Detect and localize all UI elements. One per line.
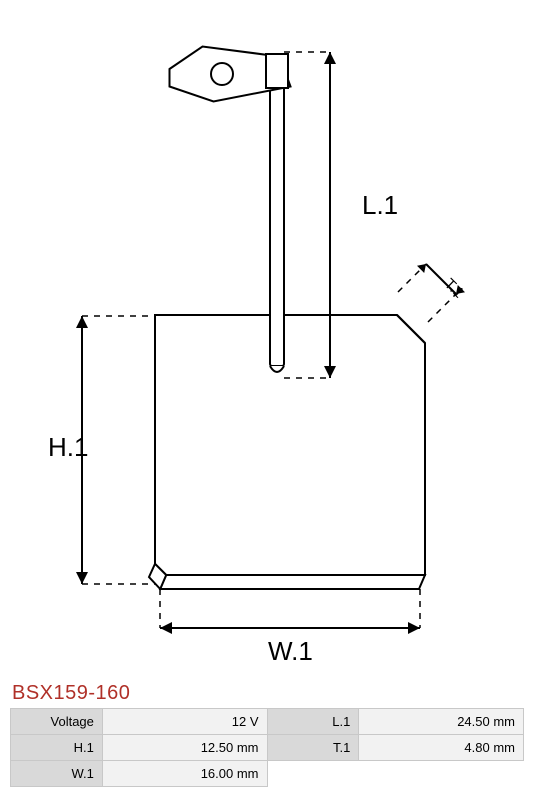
label-l1: L.1: [362, 190, 398, 221]
spec-key: Voltage: [11, 709, 103, 735]
label-w1: W.1: [268, 636, 313, 667]
part-number: BSX159-160: [12, 682, 130, 705]
spec-key: T.1: [267, 735, 359, 761]
spec-val: 12.50 mm: [102, 735, 267, 761]
table-row: H.112.50 mmT.14.80 mm: [11, 735, 524, 761]
drawing-svg: [0, 0, 534, 680]
spec-val: 12 V: [102, 709, 267, 735]
spec-key: L.1: [267, 709, 359, 735]
spec-val: 16.00 mm: [102, 761, 267, 787]
table-row: Voltage12 VL.124.50 mm: [11, 709, 524, 735]
spec-val: 24.50 mm: [359, 709, 524, 735]
spec-table: Voltage12 VL.124.50 mmH.112.50 mmT.14.80…: [10, 708, 524, 787]
spec-val: 4.80 mm: [359, 735, 524, 761]
spec-key: W.1: [11, 761, 103, 787]
spec-key: H.1: [11, 735, 103, 761]
technical-drawing: H.1 W.1 L.1 T.1: [0, 0, 534, 680]
label-h1: H.1: [48, 432, 88, 463]
table-row: W.116.00 mm: [11, 761, 524, 787]
